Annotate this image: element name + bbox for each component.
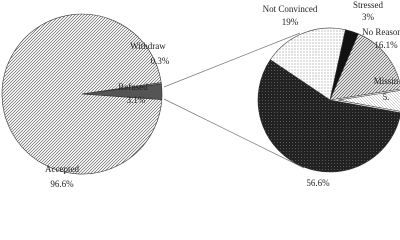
chart: Accepted 96.6% Withdraw 0.3% Refused 3.1% Not … <box>1 0 400 189</box>
slice-label: Not Convinced <box>263 4 318 14</box>
connector-line <box>163 32 301 88</box>
slice-value: 16.1% <box>374 40 398 50</box>
pie-slice <box>269 27 346 101</box>
slice-label: Withdraw <box>130 41 166 51</box>
pie-slice <box>257 59 400 173</box>
slice-value: 5. <box>383 92 390 102</box>
pie-slice <box>329 33 400 101</box>
slice-value: 3.1% <box>127 95 146 105</box>
slice-label: Fear <box>310 161 326 171</box>
slice-label: Stressed <box>353 0 383 10</box>
slice-label: Refused <box>118 82 148 92</box>
pie-slice <box>337 90 400 112</box>
slice-value: 3% <box>362 12 375 22</box>
slice-value: 96.6% <box>50 179 74 189</box>
connector-line <box>163 98 305 169</box>
slice-label: Accepted <box>45 164 79 174</box>
pie-slice <box>1 13 163 175</box>
page: {"chart_data": [ {"type": "pie", "catego… <box>1 0 400 190</box>
slice-value: 19% <box>282 17 299 27</box>
slice-label: Missin <box>374 76 399 86</box>
slice-label: No Reason <box>362 27 400 37</box>
slice-value: 0.3% <box>151 56 170 66</box>
pie-slice <box>81 83 163 100</box>
slice-value: 56.6% <box>306 178 330 188</box>
